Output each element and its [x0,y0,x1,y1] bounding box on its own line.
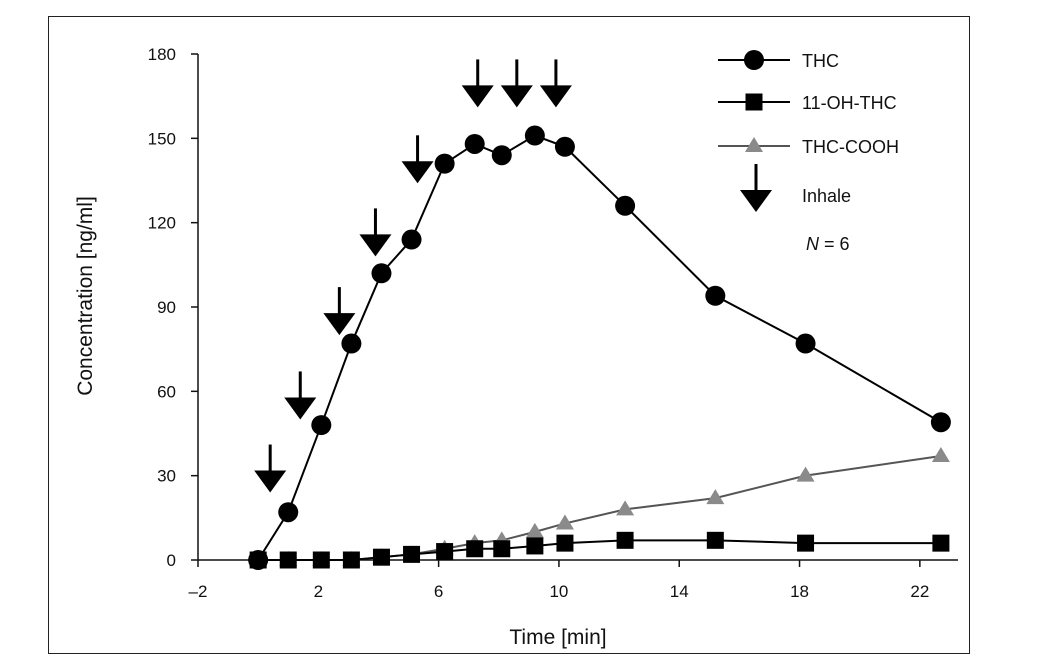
data-point [401,229,422,250]
data-point [930,412,951,433]
data-point [932,534,950,552]
inhale-arrow [323,287,356,336]
inhale-arrow [359,208,392,257]
data-point [434,153,455,174]
data-point [371,263,392,284]
data-point [616,500,635,516]
sample-size-annotation: N = 6 [806,234,850,254]
x-tick-label: 18 [790,582,809,601]
data-point [615,195,636,216]
inhale-arrow [500,59,533,108]
series-line [258,539,941,561]
x-tick-label: 2 [314,582,323,601]
data-point [312,551,330,569]
legend-label: THC [802,51,839,71]
data-point [525,522,544,538]
x-tick-label: –2 [189,582,208,601]
inhale-arrow [284,371,317,420]
inhale-arrow [539,59,572,108]
y-tick-label: 150 [148,129,176,148]
data-point [342,551,360,569]
data-point [466,540,484,558]
data-point [464,133,485,154]
legend-item: Inhale [740,164,851,212]
series-11-oh-thc [249,531,950,569]
x-axis-label: Time [min] [509,626,606,649]
data-point [279,551,297,569]
data-point [795,333,816,354]
data-point [248,550,269,570]
series-thc-cooh [249,446,950,566]
inhale-arrow-head [254,470,287,493]
series-line [258,454,942,561]
data-point [524,125,545,146]
x-tick-label: 10 [549,582,568,601]
data-point [491,145,512,166]
sample-size-value: = 6 [819,234,850,254]
data-point [931,446,950,462]
inhale-arrow-head [740,190,772,212]
data-point [278,502,299,523]
inhale-arrow-head [500,85,533,108]
data-point [341,333,362,354]
data-point [706,531,724,549]
inhale-arrows [254,59,572,493]
y-tick-label: 180 [148,45,176,64]
sample-size-symbol: N [806,234,820,254]
data-point [706,489,725,505]
legend-marker [744,50,764,70]
inhale-arrow-head [461,85,494,108]
y-tick-label: 0 [167,551,176,570]
y-tick-label: 60 [157,382,176,401]
data-point [493,540,511,558]
data-point [555,514,574,530]
legend-label: Inhale [802,186,851,206]
legend-arrow-icon [740,164,772,212]
inhale-arrow [401,135,434,184]
data-point [797,534,815,552]
legend-label: 11-OH-THC [802,93,897,113]
data-point [403,545,421,563]
inhale-arrow-head [359,234,392,257]
legend: THC 11-OH-THC THC-COOH Inhale N = 6 [718,50,899,254]
legend-label: THC-COOH [802,137,899,157]
y-tick-label: 30 [157,467,176,486]
data-point [796,466,815,482]
x-tick-label: 14 [670,582,689,601]
series-thc [248,125,951,570]
inhale-arrow [254,444,287,493]
inhale-arrow-head [401,161,434,184]
data-point [372,548,390,566]
inhale-arrow [461,59,494,108]
x-tick-label: 22 [910,582,929,601]
legend-marker [745,93,763,111]
data-point [526,537,544,555]
y-axis-label: Concentration [ng/ml] [74,196,97,396]
data-point [556,534,574,552]
data-point [311,415,332,436]
data-point [705,285,726,306]
y-tick-label: 120 [148,214,176,233]
legend-item: THC [718,50,839,71]
data-point [554,136,575,157]
inhale-arrow-head [539,85,572,108]
x-tick-label: 6 [434,582,443,601]
data-point [616,531,634,549]
inhale-arrow-head [323,313,356,336]
legend-marker [745,137,763,152]
data-point [436,543,454,561]
y-tick-label: 90 [157,298,176,317]
inhale-arrow-head [284,397,317,420]
legend-item: THC-COOH [718,137,899,157]
legend-item: 11-OH-THC [718,93,897,113]
